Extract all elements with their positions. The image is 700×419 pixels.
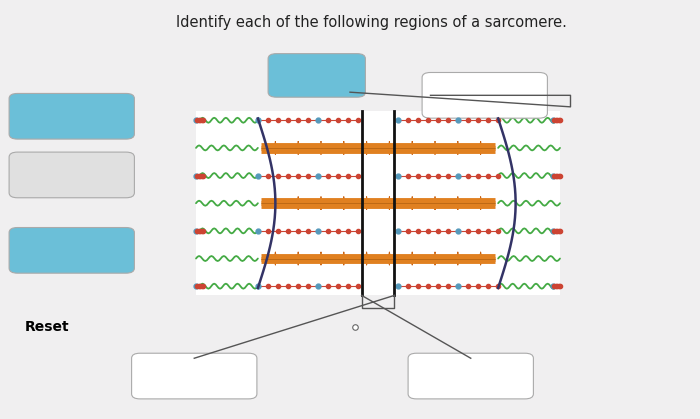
FancyBboxPatch shape bbox=[408, 353, 533, 399]
FancyBboxPatch shape bbox=[9, 152, 134, 198]
Text: I band: I band bbox=[50, 109, 94, 123]
Text: H zone: H zone bbox=[48, 168, 96, 182]
Text: H zone: H zone bbox=[293, 68, 341, 83]
FancyBboxPatch shape bbox=[9, 228, 134, 273]
Bar bbox=[196, 111, 560, 295]
FancyBboxPatch shape bbox=[268, 54, 365, 97]
FancyBboxPatch shape bbox=[422, 72, 547, 118]
FancyBboxPatch shape bbox=[9, 93, 134, 139]
Text: A band: A band bbox=[48, 243, 97, 257]
Text: Identify each of the following regions of a sarcomere.: Identify each of the following regions o… bbox=[176, 15, 566, 30]
Text: Reset: Reset bbox=[25, 320, 69, 334]
FancyBboxPatch shape bbox=[132, 353, 257, 399]
